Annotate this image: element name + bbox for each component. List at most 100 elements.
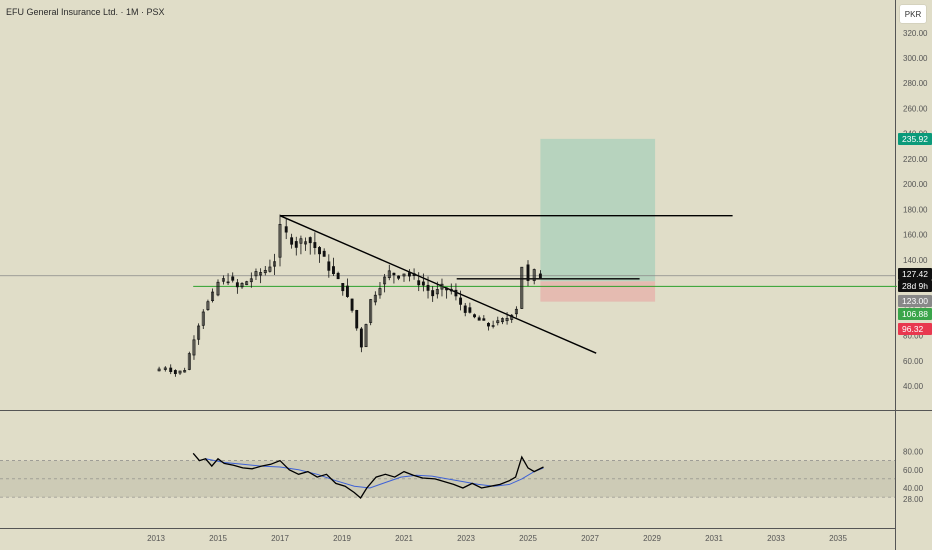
- time-tick-label: 2013: [147, 534, 165, 543]
- price-tick-label: 40.00: [903, 382, 924, 391]
- rsi-tick-label: 60.00: [903, 466, 924, 475]
- candle-body: [304, 241, 308, 245]
- candle-body: [278, 223, 282, 258]
- candle-body: [332, 266, 335, 275]
- candle-body: [178, 370, 182, 374]
- candle-body: [435, 289, 439, 295]
- candle-body: [440, 283, 444, 290]
- candle-body: [221, 278, 225, 282]
- price-tick-label: 140.00: [903, 256, 928, 265]
- candle-body: [245, 281, 249, 286]
- candle-body: [201, 311, 205, 326]
- candle-body: [341, 283, 345, 292]
- price-tick-label: 320.00: [903, 29, 928, 38]
- price-tick-label: 180.00: [903, 205, 928, 214]
- price-tick-label: 260.00: [903, 104, 928, 113]
- candle-body: [359, 328, 363, 348]
- time-tick-label: 2017: [271, 534, 289, 543]
- candle-body: [538, 273, 542, 279]
- candle-body: [290, 237, 294, 245]
- candle-body: [431, 290, 435, 297]
- time-tick-label: 2021: [395, 534, 413, 543]
- candle-body: [197, 325, 201, 340]
- price-badge-stop-label: 96.32: [902, 324, 924, 334]
- time-tick-label: 2023: [457, 534, 475, 543]
- candle-body: [520, 266, 524, 309]
- price-tick-label: 160.00: [903, 231, 928, 240]
- candle-body: [532, 269, 536, 281]
- candle-body: [350, 298, 354, 311]
- candle-body: [445, 287, 449, 291]
- candle-body: [468, 307, 472, 313]
- candle-body: [318, 247, 321, 255]
- candle-body: [231, 276, 235, 281]
- price-badge-countdown-label: 28d 9h: [902, 281, 928, 291]
- price-badge-target-label: 235.92: [902, 134, 928, 144]
- time-tick-label: 2019: [333, 534, 351, 543]
- candle-body: [294, 241, 298, 248]
- candle-body: [463, 305, 467, 313]
- rsi-tick-label: 40.00: [903, 484, 924, 493]
- loss-zone: [540, 281, 656, 302]
- candle-body: [240, 283, 244, 288]
- price-badge-stop: [898, 323, 932, 335]
- price-badge-target: [898, 133, 932, 145]
- price-tick-label: 60.00: [903, 357, 924, 366]
- candle-body: [526, 264, 530, 281]
- price-badge-countdown: [898, 280, 932, 292]
- chart-title: EFU General Insurance Ltd. · 1M · PSX: [6, 7, 165, 17]
- rsi-ma-line: [205, 458, 544, 489]
- candle-body: [355, 310, 359, 329]
- time-tick-label: 2035: [829, 534, 847, 543]
- rsi-line: [192, 452, 544, 499]
- time-tick-label: 2031: [705, 534, 723, 543]
- candle-body: [514, 308, 518, 315]
- price-badge-last-label: 127.42: [902, 269, 928, 279]
- currency-button[interactable]: PKR: [900, 5, 926, 23]
- candle-body: [327, 261, 331, 271]
- candle-body: [510, 314, 514, 320]
- candle-body: [235, 282, 239, 288]
- rsi-tick-label: 28.00: [903, 495, 924, 504]
- candle-body: [254, 271, 258, 277]
- rsi-tick-label: 80.00: [903, 448, 924, 457]
- time-tick-label: 2029: [643, 534, 661, 543]
- profit-zone: [540, 138, 656, 282]
- candle-body: [173, 370, 177, 375]
- candle-body: [216, 281, 220, 296]
- candle-body: [192, 339, 196, 356]
- candle-body: [387, 270, 391, 279]
- candle-body: [226, 281, 230, 284]
- candle-body: [263, 269, 267, 274]
- candles: [157, 214, 542, 377]
- price-tick-label: 220.00: [903, 155, 928, 164]
- candle-body: [273, 261, 277, 267]
- candle-body: [169, 367, 173, 372]
- candle-body: [407, 272, 411, 277]
- price-tick-label: 280.00: [903, 79, 928, 88]
- candle-body: [249, 278, 253, 283]
- price-tick-label: 200.00: [903, 180, 928, 189]
- candle-body: [496, 320, 500, 324]
- candle-body: [392, 272, 396, 276]
- candle-body: [454, 289, 458, 297]
- price-badge-entry-label: 123.00: [902, 296, 928, 306]
- candle-body: [378, 288, 382, 296]
- candle-body: [459, 297, 463, 305]
- price-badge-last: [898, 268, 932, 280]
- price-tick-label: 80.00: [903, 332, 924, 341]
- candle-body: [487, 322, 490, 327]
- candle-body: [364, 324, 368, 348]
- candle-body: [157, 368, 161, 372]
- candle-body: [500, 318, 504, 323]
- candle-body: [313, 242, 317, 248]
- candle-body: [402, 273, 406, 277]
- price-badge-green: [898, 308, 932, 320]
- candle-body: [322, 250, 326, 257]
- candle-body: [421, 281, 425, 286]
- candle-body: [345, 285, 349, 297]
- price-badge-entry: [898, 295, 932, 307]
- time-tick-label: 2033: [767, 534, 785, 543]
